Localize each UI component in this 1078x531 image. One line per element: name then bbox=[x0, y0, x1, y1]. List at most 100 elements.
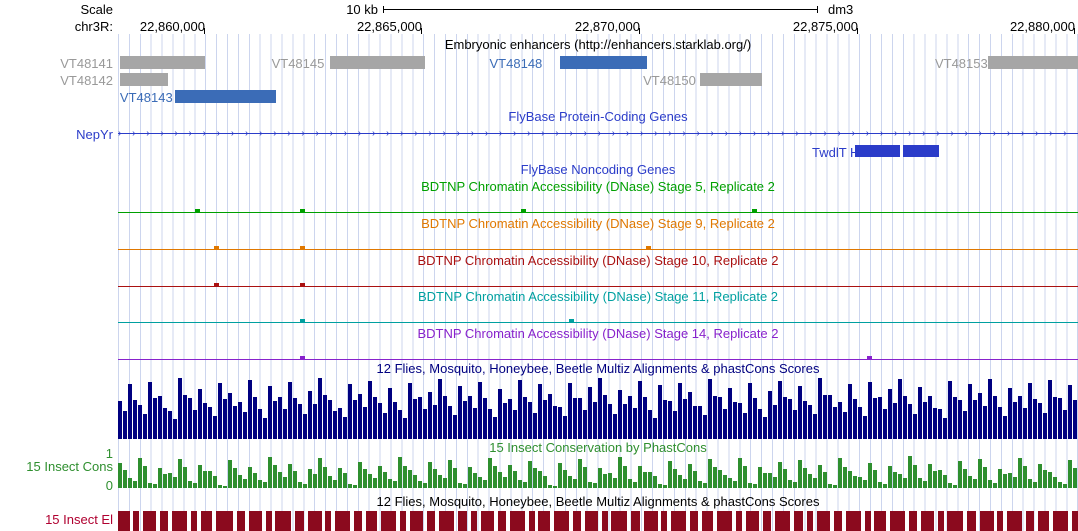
histogram-bar bbox=[793, 410, 797, 439]
histogram-bar bbox=[533, 413, 537, 439]
insectel-block bbox=[920, 511, 934, 531]
histogram-bar bbox=[118, 463, 122, 488]
histogram-bar bbox=[633, 482, 637, 488]
histogram-bar bbox=[538, 384, 542, 439]
histogram-bar bbox=[593, 483, 597, 488]
histogram-bar bbox=[968, 476, 972, 488]
histogram-bar bbox=[593, 402, 597, 439]
insectel-block bbox=[1037, 511, 1050, 531]
histogram-bar bbox=[663, 485, 667, 488]
histogram-bar bbox=[383, 413, 387, 439]
insectel-block bbox=[308, 511, 322, 531]
insectel-block bbox=[736, 511, 742, 531]
enhancer-box[interactable] bbox=[119, 73, 168, 86]
histogram-bar bbox=[133, 481, 137, 488]
insectel-block bbox=[509, 511, 526, 531]
gene-line[interactable]: › › › › › › › › › › › › › › › › › › › › … bbox=[118, 127, 1078, 140]
bdtnp-track-line[interactable] bbox=[118, 322, 1078, 323]
protein-genes-title: FlyBase Protein-Coding Genes bbox=[508, 109, 688, 124]
histogram-bar bbox=[718, 397, 722, 439]
histogram-bar bbox=[568, 383, 572, 439]
bdtnp-track-line[interactable] bbox=[118, 286, 1078, 287]
histogram-bar bbox=[898, 379, 902, 439]
histogram-bar bbox=[323, 395, 327, 439]
histogram-bar bbox=[803, 401, 807, 439]
histogram-bar bbox=[233, 468, 237, 488]
histogram-bar bbox=[148, 483, 152, 488]
enhancer-box[interactable] bbox=[119, 56, 206, 69]
histogram-bar bbox=[873, 398, 877, 439]
insectel-block bbox=[816, 511, 831, 531]
histogram-bar bbox=[913, 465, 917, 488]
histogram-bar bbox=[728, 478, 732, 488]
gene-exon[interactable] bbox=[903, 145, 939, 157]
histogram-bar bbox=[613, 478, 617, 488]
histogram-bar bbox=[668, 401, 672, 439]
histogram-bar bbox=[503, 477, 507, 488]
phastcons-histogram[interactable] bbox=[118, 455, 1078, 488]
enhancer-box[interactable] bbox=[174, 90, 277, 103]
histogram-bar bbox=[233, 406, 237, 439]
histogram-bar bbox=[1013, 477, 1017, 488]
histogram-bar bbox=[463, 484, 467, 488]
bdtnp-track-title: BDTNP Chromatin Accessibility (DNase) St… bbox=[417, 326, 779, 341]
bdtnp-bump bbox=[300, 209, 306, 212]
histogram-bar bbox=[403, 418, 407, 439]
histogram-bar bbox=[748, 483, 752, 488]
insectel-block bbox=[1072, 511, 1078, 531]
histogram-bar bbox=[338, 468, 342, 488]
gene-label-twdlt[interactable]: TwdlT H bbox=[812, 145, 860, 160]
insectel-block bbox=[200, 511, 213, 531]
histogram-bar bbox=[813, 478, 817, 488]
histogram-bar bbox=[283, 409, 287, 439]
insectel-block bbox=[845, 511, 862, 531]
insectel-block bbox=[1053, 511, 1069, 531]
enhancer-box[interactable] bbox=[559, 56, 647, 69]
bdtnp-track-line[interactable] bbox=[118, 249, 1078, 250]
enhancer-box[interactable] bbox=[987, 56, 1078, 69]
enhancer-label: VT48153 bbox=[934, 56, 988, 71]
histogram-bar bbox=[308, 469, 312, 488]
histogram-bar bbox=[368, 381, 372, 439]
enhancer-box[interactable] bbox=[330, 56, 426, 69]
histogram-bar bbox=[143, 466, 147, 488]
histogram-bar bbox=[218, 383, 222, 439]
histogram-bar bbox=[613, 414, 617, 439]
gridlines bbox=[118, 34, 1078, 531]
gene-label-nepyr[interactable]: NepYr bbox=[76, 127, 113, 142]
histogram-bar bbox=[1053, 477, 1057, 488]
histogram-bar bbox=[683, 479, 687, 488]
histogram-bar bbox=[503, 403, 507, 439]
histogram-bar bbox=[278, 472, 282, 488]
histogram-bar bbox=[928, 396, 932, 439]
bdtnp-track-line[interactable] bbox=[118, 212, 1078, 213]
histogram-bar bbox=[388, 388, 392, 439]
histogram-bar bbox=[1033, 482, 1037, 488]
insectel-block bbox=[381, 511, 397, 531]
bdtnp-track-title: BDTNP Chromatin Accessibility (DNase) St… bbox=[417, 289, 779, 304]
histogram-bar bbox=[578, 459, 582, 488]
histogram-bar bbox=[533, 468, 537, 488]
histogram-bar bbox=[358, 394, 362, 439]
gene-exon[interactable] bbox=[855, 145, 901, 157]
histogram-bar bbox=[473, 408, 477, 439]
multiz-histogram[interactable] bbox=[118, 377, 1078, 439]
histogram-bar bbox=[293, 398, 297, 439]
insectel-left-label[interactable]: 15 Insect El bbox=[45, 512, 113, 527]
histogram-bar bbox=[853, 399, 857, 439]
histogram-bar bbox=[328, 400, 332, 439]
histogram-bar bbox=[263, 418, 267, 439]
phastcons-left-label[interactable]: 15 Insect Cons bbox=[26, 459, 113, 474]
histogram-bar bbox=[833, 485, 837, 488]
insectel-track[interactable] bbox=[118, 511, 1078, 531]
histogram-bar bbox=[868, 382, 872, 439]
histogram-bar bbox=[798, 460, 802, 488]
histogram-bar bbox=[123, 411, 127, 439]
histogram-bar bbox=[708, 379, 712, 439]
histogram-bar bbox=[558, 463, 562, 488]
histogram-bar bbox=[863, 480, 867, 488]
enhancer-box[interactable] bbox=[699, 73, 763, 86]
histogram-bar bbox=[603, 474, 607, 488]
bdtnp-track-line[interactable] bbox=[118, 359, 1078, 360]
histogram-bar bbox=[1043, 470, 1047, 488]
